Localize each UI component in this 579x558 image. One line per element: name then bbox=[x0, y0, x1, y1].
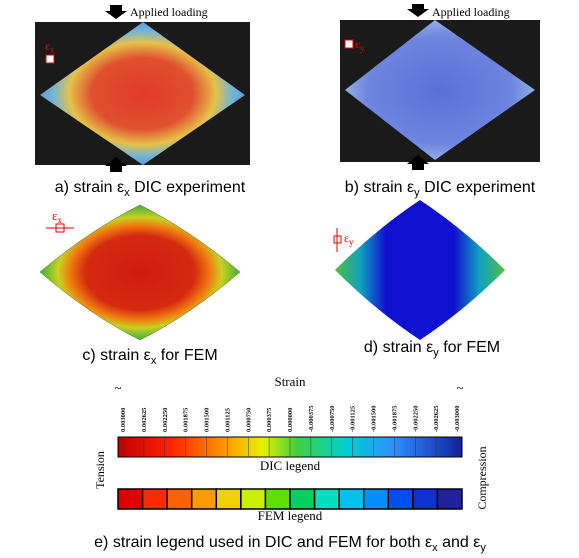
panel-b: Applied loading εy b) strain εy DIC expe… bbox=[340, 4, 540, 199]
caption-text: c) strain ε bbox=[82, 347, 150, 364]
caption: e) strain legend used in DIC and FEM for… bbox=[94, 534, 486, 554]
fem-cell bbox=[118, 489, 143, 509]
fem-cell bbox=[315, 489, 340, 509]
strain-symbol: εx bbox=[52, 208, 62, 225]
caption-rest: DIC experiment bbox=[130, 179, 246, 196]
caption-mid: and ε bbox=[438, 534, 481, 551]
element-icon bbox=[345, 40, 353, 48]
legend-tick-label: 0.002250 bbox=[162, 408, 169, 432]
legend: Strain ~ ~ DIC legend Tension Compressio… bbox=[93, 374, 489, 554]
caption-rest: DIC experiment bbox=[420, 179, 536, 196]
fem-cell bbox=[290, 489, 315, 509]
legend-tick-label: 0.001500 bbox=[204, 408, 211, 432]
legend-tick-label: -0.001875 bbox=[391, 405, 398, 432]
legend-tick-label: 0.001875 bbox=[183, 407, 190, 432]
load-label: Applied loading bbox=[432, 5, 510, 19]
fem-cell bbox=[388, 489, 413, 509]
legend-tick-label: -0.002250 bbox=[412, 405, 419, 432]
fem-colorbar bbox=[118, 489, 462, 509]
arrow bbox=[407, 4, 429, 17]
caption-rest: for FEM bbox=[156, 347, 217, 364]
fem-cell bbox=[265, 489, 290, 509]
legend-tick-label: 0.000750 bbox=[245, 408, 252, 432]
legend-title: Strain bbox=[274, 374, 306, 389]
tension-label: Tension bbox=[93, 451, 107, 489]
figure: Applied loading εx a) strain εx DIC expe… bbox=[0, 0, 579, 558]
caption: c) strain εx for FEM bbox=[82, 347, 217, 367]
symbol-sub: y bbox=[360, 43, 365, 53]
fem-cell bbox=[192, 489, 217, 509]
legend-tick-label: 0.000375 bbox=[266, 407, 273, 432]
load-label: Applied loading bbox=[130, 5, 208, 19]
legend-tick-label: -0.000375 bbox=[308, 405, 315, 432]
arrow bbox=[105, 5, 127, 19]
panel-d: εy d) strain εy for FEM bbox=[334, 200, 505, 359]
legend-tick-label: -0.003000 bbox=[454, 405, 461, 432]
legend-tick-label: 0.000000 bbox=[287, 408, 294, 432]
caption-text: b) strain ε bbox=[345, 179, 414, 196]
caption-text: e) strain legend used in DIC and FEM for… bbox=[94, 534, 432, 551]
legend-end: ~ bbox=[114, 380, 121, 395]
caption: d) strain εy for FEM bbox=[364, 339, 500, 359]
compression-label: Compression bbox=[475, 446, 489, 509]
fem-label: FEM legend bbox=[258, 508, 323, 523]
symbol-sub: y bbox=[349, 237, 354, 247]
legend-end: ~ bbox=[456, 380, 463, 395]
fem-cell bbox=[437, 489, 462, 509]
legend-tick-label: 0.002625 bbox=[141, 407, 148, 432]
element-icon bbox=[46, 55, 54, 63]
fem-map bbox=[40, 205, 240, 340]
caption: b) strain εy DIC experiment bbox=[345, 179, 536, 199]
caption-rest: for FEM bbox=[439, 339, 500, 356]
fem-cell bbox=[216, 489, 241, 509]
caption-text: a) strain ε bbox=[55, 179, 124, 196]
legend-tick-label: -0.000750 bbox=[329, 405, 336, 432]
fem-map bbox=[335, 200, 505, 340]
legend-tick-label: -0.001125 bbox=[350, 405, 357, 432]
dic-label: DIC legend bbox=[260, 458, 321, 473]
fem-cell bbox=[413, 489, 438, 509]
caption-sub: y bbox=[480, 542, 486, 554]
caption-text: d) strain ε bbox=[364, 339, 433, 356]
strain-symbol: εy bbox=[344, 231, 354, 247]
legend-tick-label: 0.001125 bbox=[224, 407, 231, 432]
legend-tick-label: -0.002625 bbox=[433, 405, 440, 432]
caption: a) strain εx DIC experiment bbox=[55, 179, 246, 199]
panel-c: εx c) strain εx for FEM bbox=[40, 205, 240, 367]
symbol-sub: x bbox=[50, 45, 55, 55]
panel-a: Applied loading εx a) strain εx DIC expe… bbox=[35, 5, 250, 199]
fem-cell bbox=[364, 489, 389, 509]
fem-cell bbox=[339, 489, 364, 509]
fem-cell bbox=[241, 489, 266, 509]
legend-tick-label: -0.001500 bbox=[371, 405, 378, 432]
legend-tick-label: 0.003000 bbox=[120, 408, 127, 432]
fem-cell bbox=[167, 489, 192, 509]
fem-cell bbox=[143, 489, 168, 509]
